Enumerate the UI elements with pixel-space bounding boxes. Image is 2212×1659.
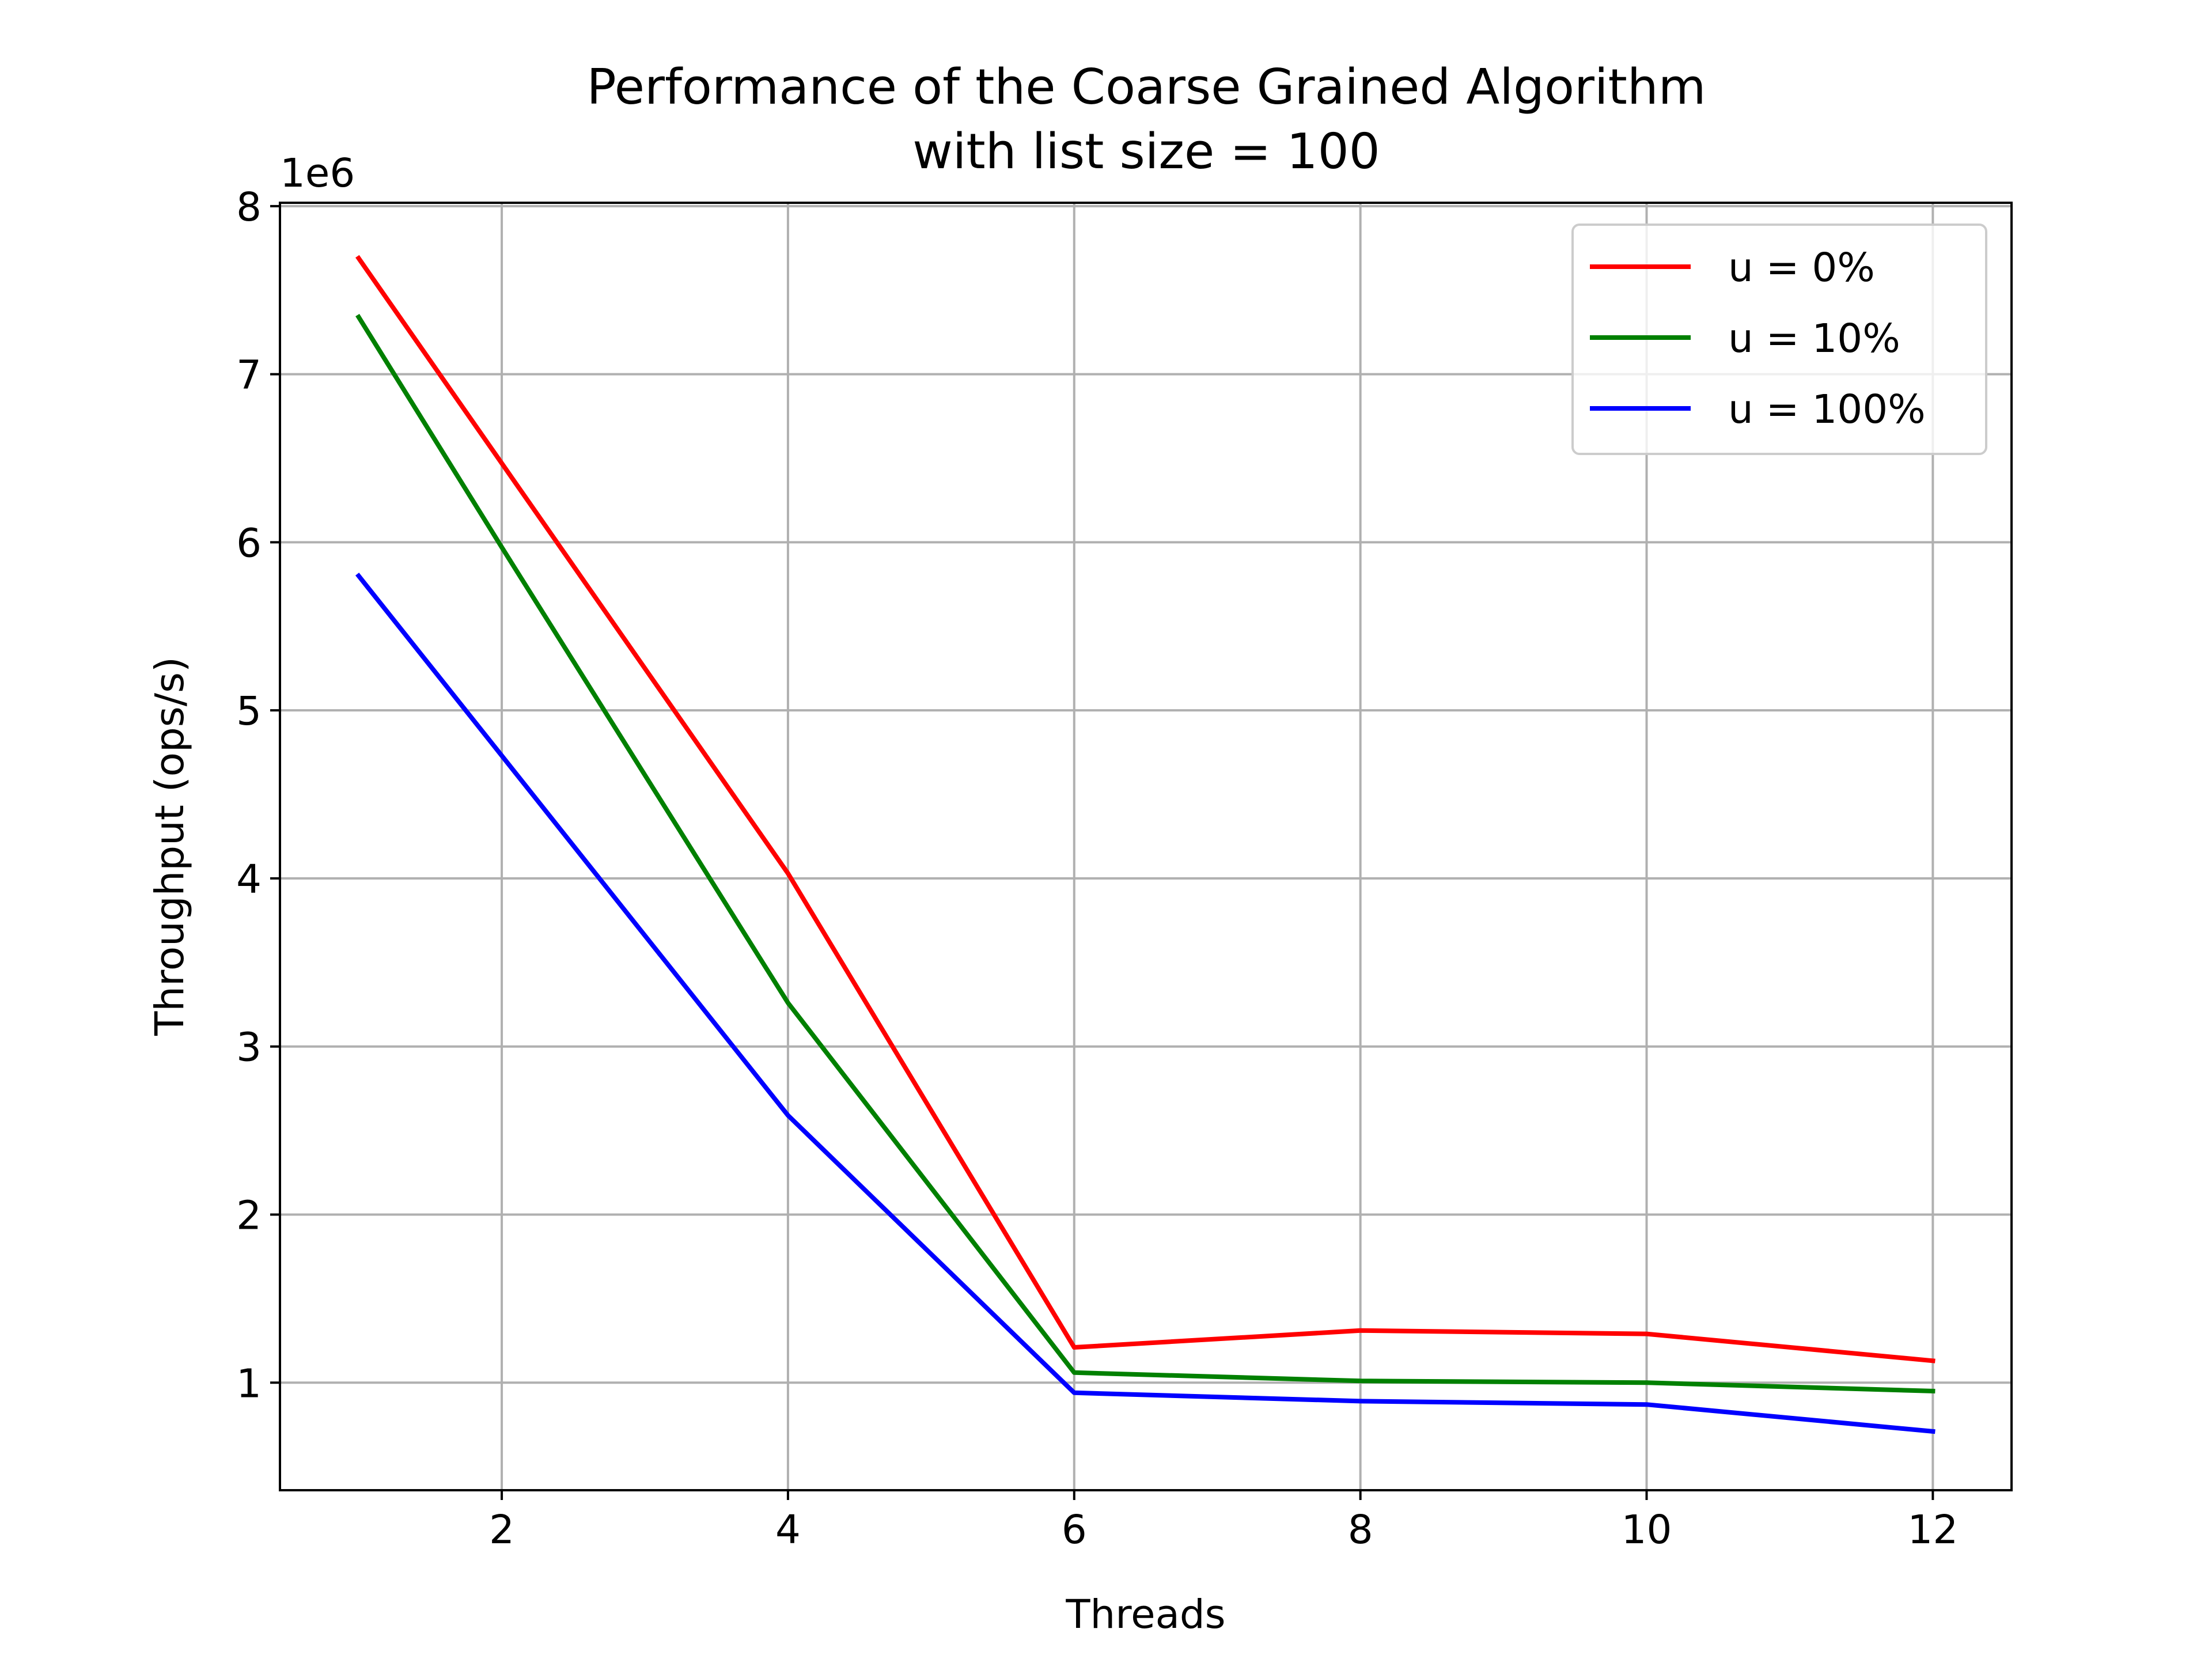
y-tick-label: 8 <box>236 184 262 230</box>
chart-title-line-2: with list size = 100 <box>912 123 1380 180</box>
data-point <box>1073 1371 1075 1374</box>
data-point <box>357 257 360 260</box>
y-tick-label: 3 <box>236 1025 262 1071</box>
x-tick-label: 8 <box>1348 1507 1373 1553</box>
data-point <box>1073 1346 1075 1349</box>
data-point <box>501 462 503 465</box>
data-point <box>501 546 503 549</box>
data-point <box>786 1114 789 1117</box>
y-tick-label: 1 <box>236 1361 262 1407</box>
data-point <box>1645 1332 1648 1335</box>
data-point <box>1931 1430 1934 1433</box>
x-tick-label: 4 <box>775 1507 801 1553</box>
x-tick-label: 12 <box>1907 1507 1958 1553</box>
y-tick-label: 7 <box>236 353 262 399</box>
data-point <box>1645 1381 1648 1384</box>
data-point <box>1931 1359 1934 1362</box>
x-axis-label: Threads <box>1065 1592 1225 1638</box>
data-point <box>357 316 360 319</box>
legend-label-1: u = 10% <box>1728 316 1900 362</box>
x-tick-label: 6 <box>1062 1507 1087 1553</box>
data-point <box>786 872 789 875</box>
data-point <box>1359 1380 1362 1382</box>
y-tick-label: 6 <box>236 520 262 566</box>
data-point <box>1359 1400 1362 1403</box>
x-tick-label: 10 <box>1622 1507 1672 1553</box>
legend-box <box>1571 224 1987 455</box>
series-lines <box>355 255 1936 1434</box>
x-tick-label: 2 <box>489 1507 514 1553</box>
data-point <box>1359 1329 1362 1332</box>
y-tick-label: 4 <box>236 857 262 903</box>
y-tick-label: 5 <box>236 688 262 734</box>
data-point <box>501 754 503 757</box>
legend: u = 0% u = 10% u = 100% <box>1571 224 1987 455</box>
y-axis-label: Throughput (ops/s) <box>147 657 193 1036</box>
legend-label-2: u = 100% <box>1728 387 1926 433</box>
grid-lines <box>280 203 2012 1490</box>
y-offset-label: 1e6 <box>280 150 355 196</box>
plot-area-frame <box>279 202 2013 1491</box>
data-point <box>1931 1389 1934 1392</box>
data-point <box>1073 1391 1075 1394</box>
data-point <box>786 1001 789 1004</box>
data-point <box>357 574 360 577</box>
chart-title-line-1: Performance of the Coarse Grained Algori… <box>586 59 1706 116</box>
data-point <box>1645 1403 1648 1406</box>
y-tick-label: 2 <box>236 1192 262 1238</box>
legend-label-0: u = 0% <box>1728 245 1875 291</box>
